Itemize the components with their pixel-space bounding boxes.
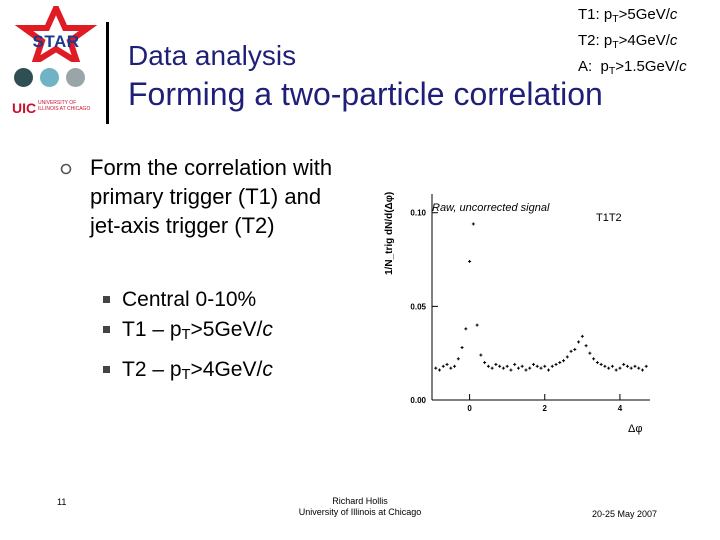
y-tick-label: 0.00 <box>410 396 426 405</box>
data-point <box>550 364 554 368</box>
data-point <box>494 362 498 366</box>
data-point <box>599 362 603 366</box>
y-axis-label: 1/N_trig dN/d(Δφ) <box>384 192 395 275</box>
data-point <box>438 368 442 372</box>
data-point <box>558 361 562 365</box>
teal-dot-icon <box>40 68 59 87</box>
data-point <box>509 368 513 372</box>
data-point <box>610 364 614 368</box>
data-point <box>625 364 629 368</box>
chart-annotation: Raw, uncorrected signal <box>432 202 550 214</box>
x-tick-label: 4 <box>618 404 623 413</box>
dark-dot-icon <box>14 68 33 87</box>
x-axis-label: Δφ <box>628 423 642 435</box>
data-point <box>483 361 487 365</box>
data-point <box>460 346 464 350</box>
data-point <box>640 368 644 372</box>
data-point <box>595 361 599 365</box>
data-point <box>633 364 637 368</box>
data-point <box>513 362 517 366</box>
sub-bullet-2: T1 – pT>5GeV/c <box>122 318 273 343</box>
sub-bullet-3: T2 – pT>4GeV/c <box>122 358 273 383</box>
data-point <box>539 366 543 370</box>
x-tick-label: 0 <box>467 404 472 413</box>
data-point <box>535 364 539 368</box>
data-point <box>445 362 449 366</box>
sub-bullet-icon <box>103 296 110 303</box>
data-point <box>501 366 505 370</box>
trigger-associated: A: pT>1.5GeV/c <box>578 58 687 77</box>
data-point <box>547 368 551 372</box>
sub-bullet-icon <box>103 366 110 373</box>
data-point <box>573 347 577 351</box>
data-point <box>569 349 573 353</box>
footer-date: 20-25 May 2007 <box>592 509 658 519</box>
data-point <box>468 259 472 263</box>
data-point <box>592 357 596 361</box>
data-point <box>565 355 569 359</box>
author-name: Richard Hollis <box>332 496 388 506</box>
data-point <box>580 334 584 338</box>
data-point <box>554 362 558 366</box>
data-point <box>622 362 626 366</box>
data-point <box>524 368 528 372</box>
data-point <box>531 362 535 366</box>
data-point <box>520 364 524 368</box>
star-shape-icon <box>14 0 98 69</box>
y-tick-label: 0.05 <box>410 302 426 311</box>
data-point <box>516 366 520 370</box>
data-point <box>453 364 457 368</box>
data-point <box>449 366 453 370</box>
bullet-ring-icon <box>60 163 72 178</box>
data-point <box>498 364 502 368</box>
star-logo: STAR <box>14 0 98 69</box>
data-point <box>584 344 588 348</box>
data-point <box>618 366 622 370</box>
data-point <box>490 366 494 370</box>
slide-title: Forming a two-particle correlation <box>128 76 603 112</box>
header-divider <box>106 22 109 124</box>
footer-author: Richard Hollis University of Illinois at… <box>260 496 460 518</box>
data-point <box>479 353 483 357</box>
main-bullet-text: Form the correlation with primary trigge… <box>90 155 333 238</box>
data-point <box>456 357 460 361</box>
data-point <box>562 359 566 363</box>
data-point <box>607 366 611 370</box>
author-affiliation: University of Illinois at Chicago <box>298 507 422 517</box>
data-point <box>614 368 618 372</box>
sub-bullet-1: Central 0-10% <box>122 288 257 311</box>
data-point <box>588 351 592 355</box>
uic-logo: UIC <box>12 100 37 116</box>
data-point <box>637 366 641 370</box>
data-point <box>528 366 532 370</box>
data-point <box>644 364 648 368</box>
data-point <box>464 327 468 331</box>
trigger-t1: T1: pT>5GeV/c <box>578 6 678 25</box>
data-point <box>471 222 475 226</box>
data-point <box>603 364 607 368</box>
slide-subtitle: Data analysis <box>128 40 297 71</box>
trigger-t2: T2: pT>4GeV/c <box>578 32 678 51</box>
star-logo-text: STAR <box>32 32 80 51</box>
data-point <box>486 364 490 368</box>
uic-name: UNIVERSITY OF ILLINOIS AT CHICAGO <box>38 100 91 112</box>
sub-bullet-icon <box>103 326 110 333</box>
page-number: 11 <box>57 497 67 507</box>
data-point <box>543 364 547 368</box>
y-tick-label: 0.10 <box>410 209 426 218</box>
data-point <box>505 364 509 368</box>
correlation-plot-svg: 0.000.050.100 2 4 Raw, uncorrected signal … <box>384 192 650 435</box>
x-tick-label: 2 <box>543 404 548 413</box>
data-point <box>577 340 581 344</box>
data-point <box>475 323 479 327</box>
gray-dot-icon <box>66 68 85 87</box>
data-point <box>629 366 633 370</box>
data-point <box>441 364 445 368</box>
chart-legend: T1T2 <box>596 212 622 224</box>
data-point <box>434 366 438 370</box>
correlation-plot: 0.00 0.05 0.10 0 2 4 Raw, uncorrected signal … <box>370 180 660 440</box>
